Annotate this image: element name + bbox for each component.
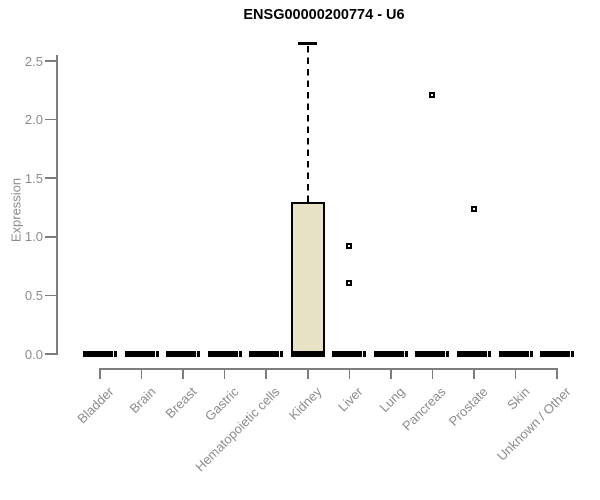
y-axis-title: Expression [8,120,24,300]
collapsed-box-stub [114,351,117,357]
x-tick [223,368,226,379]
chart-title: ENSG00000200774 - U6 [243,7,405,23]
whisker-cap [298,42,318,45]
collapsed-box [249,351,280,357]
x-tick [99,368,101,379]
collapsed-box [456,351,487,357]
outlier-point [346,279,353,286]
collapsed-box-stub [446,351,450,357]
y-tick-label: 1.5 [24,170,43,186]
collapsed-box [124,351,155,357]
x-tick [514,368,517,379]
box-median [290,351,325,357]
collapsed-box-stub [363,351,367,357]
collapsed-box-stub [238,351,242,357]
x-tick [348,368,351,379]
collapsed-box [540,351,571,357]
collapsed-box-stub [197,351,201,357]
x-tick [556,368,558,379]
collapsed-box [415,351,446,357]
y-tick [45,177,56,179]
y-tick-label: 2.5 [24,53,43,69]
y-tick [45,60,56,62]
y-axis-line [56,55,58,355]
collapsed-box [207,351,238,357]
whisker [306,45,309,202]
collapsed-box-stub [529,351,533,357]
collapsed-box [498,351,529,357]
outlier-point [346,243,353,250]
y-tick [45,353,56,355]
x-axis-line [100,368,559,370]
y-tick-label: 1.0 [24,229,43,245]
x-tick [140,368,143,379]
collapsed-box [166,351,197,357]
collapsed-box-stub [280,351,284,357]
collapsed-box-stub [571,351,575,357]
collapsed-box [373,351,404,357]
collapsed-box-stub [404,351,408,357]
y-tick [45,236,56,238]
x-tick [431,368,434,379]
x-tick [473,368,475,379]
y-tick [45,118,56,121]
collapsed-box [83,351,113,357]
x-tick [307,368,309,379]
collapsed-box-stub [155,351,159,357]
y-tick [45,294,56,297]
x-tick [182,368,184,379]
outlier-point [429,91,436,98]
x-tick [390,368,392,379]
y-tick-label: 2.0 [24,112,43,128]
outlier-point [470,205,477,212]
y-tick-label: 0.5 [24,287,43,303]
y-tick-label: 0.0 [24,346,43,362]
x-tick [265,368,267,379]
collapsed-box-stub [487,351,491,357]
box [290,201,325,357]
collapsed-box [332,351,363,357]
